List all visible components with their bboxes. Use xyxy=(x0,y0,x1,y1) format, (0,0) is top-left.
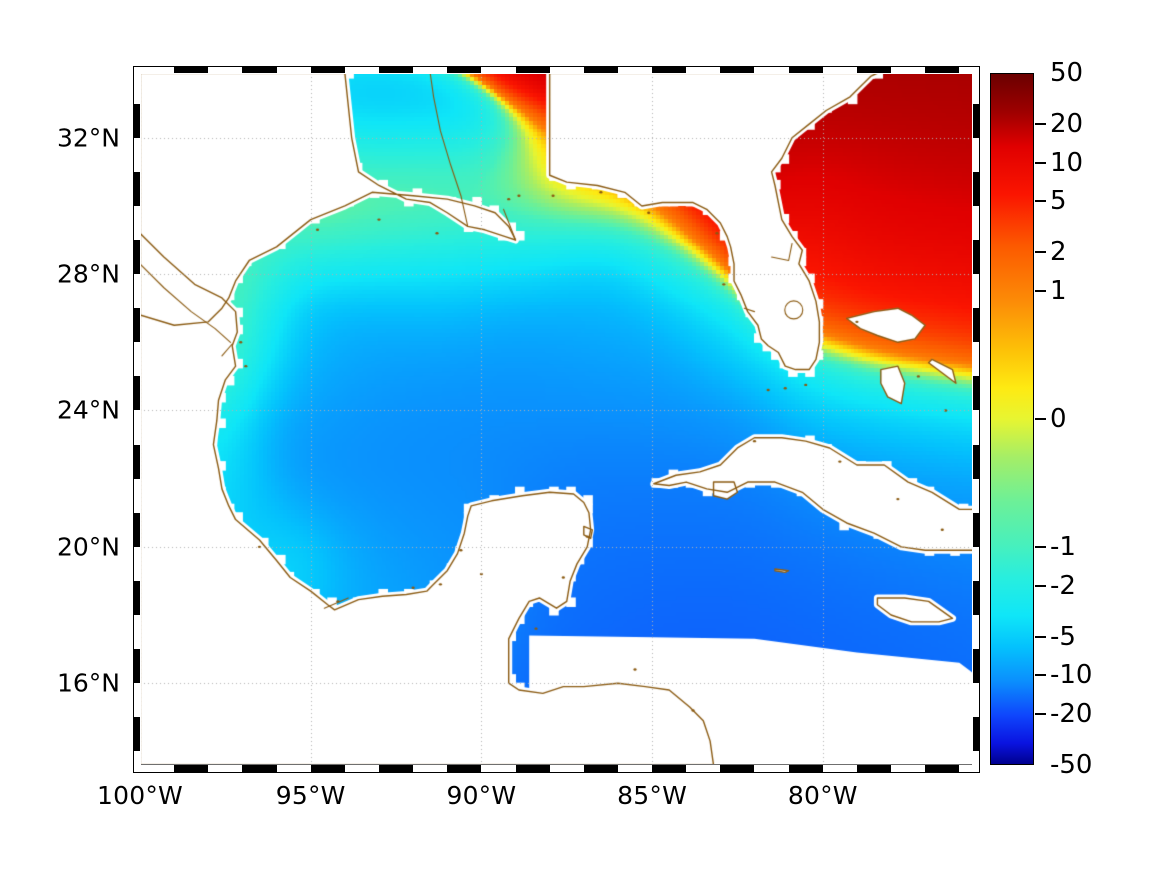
frame-tick-segment xyxy=(973,376,980,411)
x-tick-label-2: 90°W xyxy=(446,781,517,810)
colorbar-tick-3 xyxy=(1035,200,1046,203)
frame-tick-segment xyxy=(973,512,980,547)
frame-tick-segment xyxy=(973,171,980,206)
colorbar-tick-8 xyxy=(1035,584,1046,587)
colorbar-gradient xyxy=(991,74,1033,764)
colorbar-tick-label-6: 0 xyxy=(1050,404,1067,434)
frame-tick-segment xyxy=(720,765,755,772)
colorbar[interactable] xyxy=(990,73,1034,765)
frame-tick-segment xyxy=(973,580,980,615)
frame-tick-segment xyxy=(973,308,980,343)
frame-tick-segment xyxy=(583,66,618,73)
frame-tick-segment xyxy=(973,240,980,275)
frame-tick-segment xyxy=(378,765,414,772)
frame-tick-segment xyxy=(856,765,892,772)
frame-tick-segment xyxy=(133,512,140,547)
frame-tick-segment xyxy=(242,66,277,73)
colorbar-tick-9 xyxy=(1035,635,1046,638)
frame-tick-segment xyxy=(133,376,140,411)
frame-tick-segment xyxy=(720,66,755,73)
frame-tick-segment xyxy=(856,66,892,73)
frame-tick-segment xyxy=(133,308,140,343)
y-tick-label-2: 24°N xyxy=(56,395,120,425)
colorbar-tick-label-4: 2 xyxy=(1050,237,1067,268)
colorbar-tick-6 xyxy=(1035,418,1046,420)
colorbar-tick-11 xyxy=(1035,712,1046,715)
frame-tick-segment xyxy=(133,444,140,479)
y-tick-label-4: 16°N xyxy=(56,668,120,698)
colorbar-tick-1 xyxy=(1035,123,1046,125)
frame-tick-segment xyxy=(652,66,687,73)
frame-band-right xyxy=(972,67,979,772)
colorbar-tick-label-11: -20 xyxy=(1050,698,1093,729)
frame-tick-segment xyxy=(515,66,550,73)
frame-tick-segment xyxy=(133,240,140,275)
colorbar-tick-label-9: -5 xyxy=(1050,621,1076,652)
colorbar-tick-10 xyxy=(1035,674,1046,677)
frame-band-top xyxy=(134,67,979,74)
frame-tick-segment xyxy=(973,717,980,752)
frame-tick-segment xyxy=(378,66,414,73)
colorbar-tick-label-8: -2 xyxy=(1050,570,1076,601)
frame-tick-segment xyxy=(310,765,345,772)
map-plot-area[interactable] xyxy=(140,73,973,765)
y-tick-label-0: 32°N xyxy=(56,123,120,153)
frame-tick-segment xyxy=(515,765,550,772)
frame-tick-segment xyxy=(174,66,209,73)
frame-tick-segment xyxy=(788,765,823,772)
colorbar-tick-5 xyxy=(1035,289,1046,292)
x-tick-label-4: 80°W xyxy=(787,781,858,810)
frame-tick-segment xyxy=(133,171,140,206)
colorbar-tick-2 xyxy=(1035,161,1046,164)
x-tick-label-1: 95°W xyxy=(275,781,346,810)
colorbar-tick-label-2: 10 xyxy=(1050,147,1084,178)
frame-tick-segment xyxy=(310,66,345,73)
frame-tick-segment xyxy=(447,765,482,772)
colorbar-tick-label-12: -50 xyxy=(1050,750,1093,780)
frame-tick-segment xyxy=(973,444,980,479)
colorbar-tick-label-10: -10 xyxy=(1050,660,1093,691)
frame-tick-segment xyxy=(652,765,687,772)
graticule-grid xyxy=(140,73,973,765)
y-tick-label-1: 28°N xyxy=(56,259,120,289)
frame-tick-segment xyxy=(133,717,140,752)
colorbar-tick-label-1: 20 xyxy=(1050,109,1084,139)
colorbar-tick-label-3: 5 xyxy=(1050,186,1067,217)
frame-tick-segment xyxy=(973,649,980,684)
colorbar-tick-label-7: -1 xyxy=(1050,532,1076,563)
frame-tick-segment xyxy=(133,103,140,138)
frame-tick-segment xyxy=(174,765,209,772)
frame-tick-segment xyxy=(133,580,140,615)
frame-tick-segment xyxy=(583,765,618,772)
x-tick-label-0: 100°W xyxy=(97,781,183,810)
frame-tick-segment xyxy=(242,765,277,772)
x-tick-label-3: 85°W xyxy=(617,781,687,810)
colorbar-tick-4 xyxy=(1035,251,1046,254)
frame-tick-segment xyxy=(973,103,980,138)
frame-tick-segment xyxy=(925,66,960,73)
frame-tick-segment xyxy=(925,765,960,772)
frame-tick-segment xyxy=(788,66,823,73)
frame-band-left xyxy=(134,67,141,772)
colorbar-tick-7 xyxy=(1035,546,1046,549)
frame-tick-segment xyxy=(447,66,482,73)
colorbar-tick-label-5: 1 xyxy=(1050,275,1067,306)
y-tick-label-3: 20°N xyxy=(56,532,120,562)
frame-tick-segment xyxy=(133,649,140,684)
colorbar-tick-label-0: 50 xyxy=(1050,58,1084,88)
frame-band-bottom xyxy=(134,765,979,772)
